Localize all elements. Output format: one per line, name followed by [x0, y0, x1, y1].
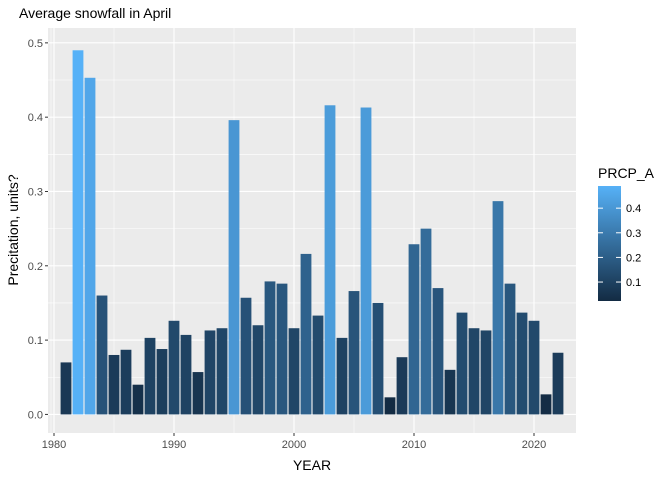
bar	[144, 337, 156, 415]
y-tick-label: 0.5	[28, 38, 43, 50]
y-tick-label: 0.3	[28, 186, 43, 198]
legend: PRCP_A 0.1 0.2 0.3 0.4	[598, 165, 655, 301]
bar	[504, 283, 516, 415]
bar	[84, 77, 96, 415]
bar	[444, 369, 456, 415]
bar	[372, 302, 384, 415]
x-axis: 1980 1990 2000 2010 2020	[42, 433, 546, 451]
x-tick-label: 1980	[42, 439, 66, 451]
bars	[60, 50, 564, 415]
bar	[300, 253, 312, 415]
bar	[60, 362, 72, 415]
bar	[180, 334, 192, 415]
x-tick-label: 1990	[162, 439, 186, 451]
legend-tick-label: 0.1	[626, 277, 641, 289]
bar	[168, 320, 180, 415]
y-tick-label: 0.0	[28, 409, 43, 421]
y-tick-label: 0.4	[28, 112, 43, 124]
bar	[336, 337, 348, 415]
bar	[156, 349, 168, 415]
y-tick-label: 0.1	[28, 335, 43, 347]
legend-ticks: 0.1 0.2 0.3 0.4	[598, 203, 641, 289]
bar	[252, 325, 264, 415]
bar	[132, 384, 144, 415]
bar	[192, 372, 204, 415]
bar	[516, 312, 528, 415]
bar	[72, 50, 84, 415]
bar	[120, 349, 132, 415]
bar	[408, 244, 420, 415]
chart-title: Average snowfall in April	[19, 5, 171, 21]
bar	[312, 315, 324, 415]
legend-title: PRCP_A	[598, 165, 655, 181]
bar	[396, 357, 408, 415]
bar	[264, 281, 276, 415]
legend-tick-label: 0.3	[626, 228, 641, 240]
x-axis-label: YEAR	[293, 457, 331, 473]
bar	[216, 328, 228, 415]
bar	[552, 352, 564, 415]
bar	[228, 120, 240, 415]
bar	[96, 295, 108, 415]
y-axis-label: Precitation, units?	[5, 174, 21, 285]
bar	[480, 330, 492, 415]
bar	[384, 397, 396, 415]
bar	[360, 107, 372, 415]
bar	[348, 291, 360, 415]
x-tick-label: 2010	[402, 439, 426, 451]
bar	[528, 320, 540, 415]
bar	[240, 297, 252, 415]
bar	[288, 328, 300, 415]
y-axis: 0.0 0.1 0.2 0.3 0.4 0.5	[28, 38, 48, 421]
legend-tick-label: 0.2	[626, 252, 641, 264]
bar	[456, 312, 468, 415]
bar	[432, 288, 444, 415]
bar	[276, 283, 288, 415]
bar	[108, 354, 120, 415]
y-tick-label: 0.2	[28, 261, 43, 273]
bar	[540, 394, 552, 415]
bar	[324, 105, 336, 415]
bar	[420, 228, 432, 415]
x-tick-label: 2000	[282, 439, 306, 451]
bar	[204, 330, 216, 415]
bar	[468, 328, 480, 415]
x-tick-label: 2020	[522, 439, 546, 451]
legend-colorbar	[598, 186, 621, 301]
bar	[492, 201, 504, 415]
legend-tick-label: 0.4	[626, 203, 641, 215]
